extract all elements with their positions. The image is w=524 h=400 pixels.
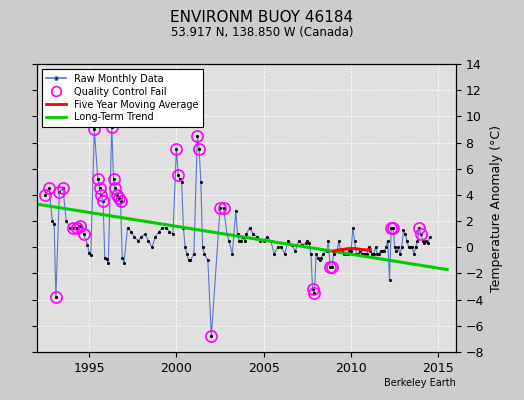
Legend: Raw Monthly Data, Quality Control Fail, Five Year Moving Average, Long-Term Tren: Raw Monthly Data, Quality Control Fail, … <box>41 69 203 127</box>
Y-axis label: Temperature Anomaly (°C): Temperature Anomaly (°C) <box>489 124 503 292</box>
Text: ENVIRONM BUOY 46184: ENVIRONM BUOY 46184 <box>170 10 354 25</box>
Text: 53.917 N, 138.850 W (Canada): 53.917 N, 138.850 W (Canada) <box>171 26 353 39</box>
Text: Berkeley Earth: Berkeley Earth <box>384 378 456 388</box>
